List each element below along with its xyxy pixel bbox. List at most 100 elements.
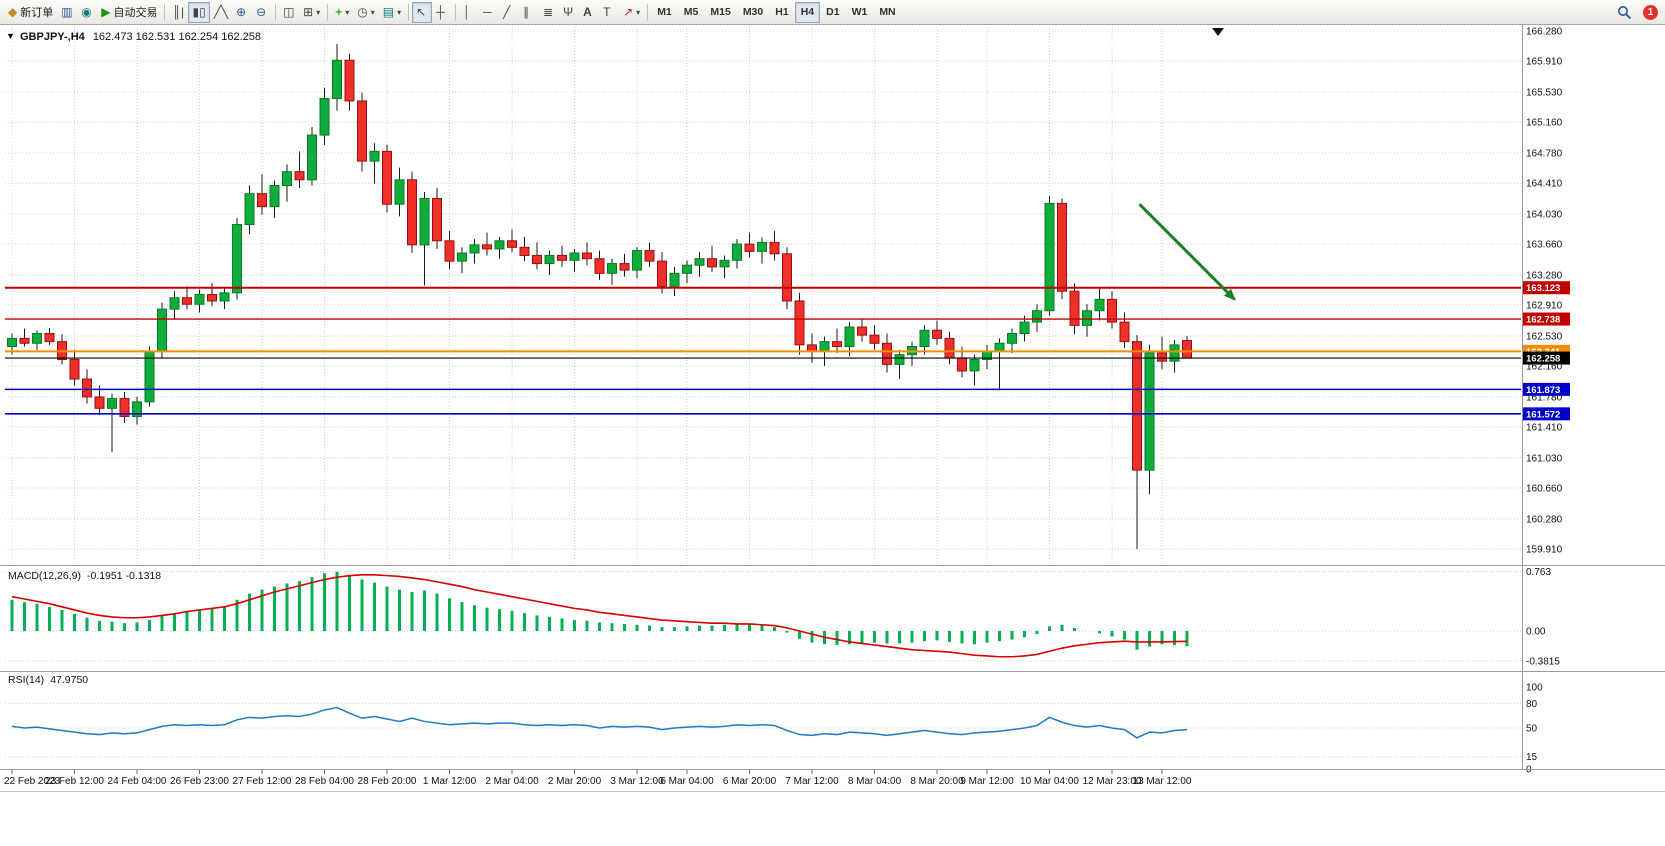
date-label: 27 Feb 12:00: [233, 776, 292, 787]
tile-windows-button[interactable]: ◫: [279, 2, 299, 23]
indicators-button[interactable]: + ▾: [331, 2, 353, 23]
new-chart-button[interactable]: ⊞ ▾: [299, 2, 324, 23]
pitchfork-button[interactable]: Ψ: [559, 2, 579, 23]
cursor-button[interactable]: ↖: [412, 1, 433, 23]
candle-up: [157, 308, 167, 352]
candle-down: [507, 240, 517, 248]
timeframe-button-D1[interactable]: D1: [820, 2, 845, 23]
timeframe-button-H1[interactable]: H1: [769, 2, 794, 23]
candle-up: [7, 337, 17, 348]
candle-down: [657, 260, 667, 287]
date-label: 8 Mar 04:00: [848, 776, 902, 787]
candle-up: [994, 342, 1005, 352]
new-chart-icon: ⊞: [303, 5, 314, 19]
price-tag-label: 161.873: [1526, 385, 1560, 396]
crosshair-icon: ┼: [436, 5, 445, 19]
candle-up: [457, 252, 467, 262]
date-label: 8 Mar 20:00: [910, 776, 964, 787]
timeframe-button-M5[interactable]: M5: [678, 2, 705, 23]
candle-down: [882, 342, 892, 365]
toolbar-right: 1: [1613, 2, 1661, 23]
toolbar-separator: [647, 3, 649, 21]
toolbar-separator: [408, 3, 410, 21]
candle-up: [1044, 202, 1055, 312]
date-label: 3 Mar 12:00: [610, 776, 664, 787]
price-tick-label: 165.160: [1526, 118, 1563, 129]
terminal-button[interactable]: ◉: [77, 2, 97, 23]
horizontal-line-button[interactable]: ─: [479, 2, 499, 23]
candle-down: [207, 293, 217, 302]
candle-down: [932, 329, 942, 339]
rsi-axis-label: 50: [1526, 724, 1538, 735]
candle-down: [257, 193, 267, 208]
candle-up: [282, 171, 292, 187]
arrows-button[interactable]: ↗ ▾: [619, 2, 644, 23]
timeframe-button-H4[interactable]: H4: [794, 1, 821, 23]
line-chart-button[interactable]: ╱╲: [210, 2, 232, 23]
zoom-in-button[interactable]: ⊕: [232, 2, 252, 23]
chart-canvas[interactable]: 166.280 165.910 165.530 165.160 164.780 164.4…: [0, 25, 1665, 841]
autotrading-button[interactable]: ▶ 自动交易: [97, 2, 161, 23]
text-icon: A: [583, 5, 592, 19]
quick-trade-toggle-icon[interactable]: ▼: [6, 31, 15, 41]
chart-shift-marker-icon[interactable]: [1212, 28, 1224, 36]
candle-up: [1144, 352, 1155, 471]
notification-badge[interactable]: 1: [1643, 4, 1658, 20]
channel-button[interactable]: ∥: [519, 2, 539, 23]
candle-down: [794, 300, 805, 346]
candle-up: [757, 241, 767, 252]
annotation-arrow[interactable]: [1138, 203, 1236, 301]
chart-window-button[interactable]: ▥: [57, 2, 77, 23]
date-label: 10 Mar 04:00: [1020, 776, 1079, 787]
candle-up: [919, 329, 930, 348]
price-tick-label: 165.530: [1526, 87, 1563, 98]
date-label: 23 Feb 12:00: [45, 776, 104, 787]
price-tag-label: 162.258: [1526, 354, 1560, 365]
bar-chart-button[interactable]: ║|: [168, 2, 188, 23]
chevron-down-icon: ▾: [636, 7, 641, 17]
candle-up: [682, 264, 692, 274]
text-label-button[interactable]: T: [599, 2, 619, 23]
date-label: 1 Mar 12:00: [423, 776, 477, 787]
toolbar-separator: [455, 3, 457, 21]
vertical-line-button[interactable]: │: [459, 2, 479, 23]
zoom-out-button[interactable]: ⊖: [252, 2, 272, 23]
cursor-icon: ↖: [416, 5, 427, 19]
candle-down: [69, 359, 80, 380]
periods-button[interactable]: ◷ ▾: [353, 2, 379, 23]
candle-down: [19, 337, 30, 344]
rsi-axis-label: 100: [1526, 683, 1543, 694]
candle-up: [244, 193, 255, 226]
symbol-label: GBPJPY-,H4 162.473 162.531 162.254 162.25…: [20, 31, 261, 43]
timeframe-button-W1[interactable]: W1: [846, 2, 874, 23]
text-button[interactable]: A: [579, 2, 599, 23]
fibonacci-button[interactable]: ≣: [539, 2, 559, 23]
candle-down: [769, 241, 780, 255]
candle-up: [544, 254, 555, 265]
new-order-button[interactable]: ◆ 新订单: [4, 2, 57, 23]
candle-down: [1119, 321, 1130, 343]
candle-up: [394, 179, 405, 205]
templates-button[interactable]: ▤ ▾: [379, 2, 405, 23]
rsi-label: RSI(14) 47.9750: [8, 674, 88, 686]
price-tag-label: 161.572: [1526, 409, 1560, 420]
candle-down: [594, 258, 605, 274]
date-label: 7 Mar 12:00: [785, 776, 839, 787]
price-tick-label: 162.160: [1526, 362, 1563, 373]
templates-icon: ▤: [382, 5, 395, 19]
toolbar-separator: [327, 3, 329, 21]
candle-up: [419, 198, 430, 246]
chevron-down-icon: ▾: [397, 7, 402, 17]
candle-up: [894, 354, 905, 365]
candle-down: [519, 246, 530, 256]
candle-up: [307, 134, 317, 181]
timeframe-button-M30[interactable]: M30: [737, 2, 769, 23]
candlestick-chart-button[interactable]: ▮▯: [188, 1, 210, 23]
timeframe-button-M15[interactable]: M15: [704, 2, 736, 23]
timeframe-button-MN[interactable]: MN: [873, 2, 901, 23]
trendline-button[interactable]: ╱: [499, 2, 519, 23]
search-button[interactable]: [1613, 2, 1636, 23]
timeframe-button-M1[interactable]: M1: [651, 2, 678, 23]
candle-up: [969, 359, 980, 372]
crosshair-button[interactable]: ┼: [432, 2, 452, 23]
